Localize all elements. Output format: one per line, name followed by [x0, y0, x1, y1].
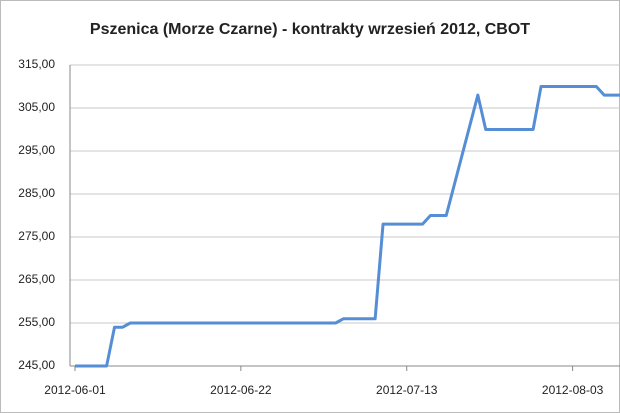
chart-title: Pszenica (Morze Czarne) - kontrakty wrze… [90, 21, 530, 38]
y-tick-label: 315,00 [18, 57, 55, 71]
y-tick-label: 255,00 [18, 315, 55, 329]
y-tick-label: 305,00 [18, 100, 55, 114]
x-tick-label: 2012-07-13 [376, 383, 438, 397]
y-tick-label: 295,00 [18, 143, 55, 157]
y-tick-label: 285,00 [18, 186, 55, 200]
y-tick-label: 265,00 [18, 272, 55, 286]
y-tick-label: 245,00 [18, 358, 55, 372]
x-tick-label: 2012-08-03 [542, 383, 604, 397]
x-tick-label: 2012-06-22 [210, 383, 272, 397]
line [75, 85, 620, 368]
y-tick-label: 275,00 [18, 229, 55, 243]
x-tick-label: 2012-06-01 [44, 383, 106, 397]
